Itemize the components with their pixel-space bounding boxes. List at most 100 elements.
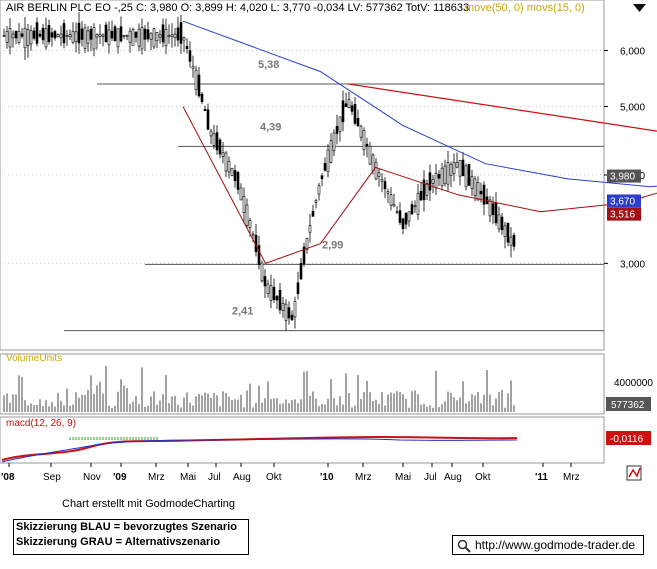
volume-last-value: 577362 bbox=[611, 400, 645, 411]
candle-body bbox=[113, 26, 117, 42]
candle-body bbox=[284, 303, 288, 321]
candle-body bbox=[323, 163, 327, 171]
candle-body bbox=[116, 28, 120, 48]
candle-body bbox=[236, 171, 240, 190]
level-label: 2,41 bbox=[232, 306, 253, 318]
candle-body bbox=[107, 29, 111, 46]
time-tick-label: '08 bbox=[1, 472, 15, 483]
candle-body bbox=[62, 23, 66, 44]
price-tick-label: 5,000 bbox=[620, 102, 645, 113]
candle-body bbox=[428, 172, 432, 191]
volume-bars bbox=[3, 366, 515, 412]
candle-body bbox=[290, 314, 294, 321]
ma15-last-value: 3,516 bbox=[610, 210, 635, 221]
candle-body bbox=[260, 262, 264, 282]
candle-body bbox=[371, 154, 375, 171]
candle-body bbox=[281, 303, 285, 312]
candle-body bbox=[239, 187, 243, 201]
candle-body bbox=[356, 117, 360, 127]
candle-body bbox=[53, 31, 57, 39]
candle-body bbox=[80, 28, 84, 40]
candle-body bbox=[185, 45, 189, 49]
time-tick-label: Okt bbox=[475, 472, 491, 483]
candle-body bbox=[182, 37, 186, 41]
candle-body bbox=[440, 167, 444, 187]
candle-body bbox=[482, 184, 486, 205]
candle-body bbox=[401, 218, 405, 229]
time-tick-label: Mai bbox=[395, 472, 411, 483]
source-url: http://www.godmode-trader.de bbox=[475, 538, 636, 552]
chart-header-name: AIR BERLIN PLC bbox=[6, 2, 92, 14]
macd-lines bbox=[1, 435, 518, 463]
price-tick-label: 3,000 bbox=[620, 259, 645, 270]
candle-body bbox=[368, 145, 372, 165]
candle-body bbox=[137, 28, 141, 47]
candle-body bbox=[365, 143, 369, 146]
candle-body bbox=[488, 199, 492, 217]
candle-body bbox=[380, 179, 384, 182]
candle-body bbox=[200, 93, 204, 103]
horizontal-levels: 5,38 4,39 2,99 2,41 bbox=[64, 59, 657, 332]
time-tick-label: Mai bbox=[180, 472, 196, 483]
candle-body bbox=[347, 99, 351, 109]
time-tick-label: '09 bbox=[113, 472, 127, 483]
candle-body bbox=[17, 30, 21, 43]
candle-body bbox=[29, 30, 33, 45]
candle-body bbox=[20, 33, 24, 37]
candle-body bbox=[149, 32, 153, 40]
candle-body bbox=[395, 211, 399, 213]
candle-body bbox=[74, 31, 78, 42]
candle-body bbox=[146, 29, 150, 40]
time-tick-label: Sep bbox=[43, 472, 61, 483]
candle-body bbox=[143, 28, 147, 40]
legend-blue: Skizzierung BLAU = bevorzugtes Szenario bbox=[16, 521, 237, 533]
candle-body bbox=[455, 162, 459, 168]
candle-body bbox=[251, 233, 255, 236]
candle-body bbox=[191, 65, 195, 69]
candle-body bbox=[203, 109, 207, 111]
volume-last-badge bbox=[606, 397, 651, 411]
candle-body bbox=[227, 160, 231, 173]
candle-body bbox=[248, 220, 252, 228]
candle-body bbox=[269, 285, 273, 301]
scroll-down-arrow-icon[interactable] bbox=[633, 4, 646, 12]
candle-body bbox=[5, 31, 9, 43]
candle-body bbox=[50, 32, 54, 38]
candle-body bbox=[8, 28, 12, 48]
magnifier-icon bbox=[457, 539, 471, 553]
candle-body bbox=[71, 30, 75, 43]
candle-body bbox=[59, 33, 63, 39]
level-label: 4,39 bbox=[260, 121, 281, 133]
candle-body bbox=[503, 225, 507, 238]
candle-body bbox=[92, 27, 96, 50]
candle-body bbox=[86, 30, 90, 44]
candle-body bbox=[161, 24, 165, 43]
candle-body bbox=[302, 246, 306, 264]
time-tick-label: Aug bbox=[233, 472, 251, 483]
candle-body bbox=[374, 161, 378, 180]
ma15-last-badge bbox=[607, 207, 641, 221]
source-link[interactable]: http://www.godmode-trader.de bbox=[452, 535, 644, 555]
ma50-last-badge bbox=[607, 194, 641, 208]
candle-body bbox=[65, 35, 69, 37]
candle-body bbox=[350, 105, 354, 112]
candle-body bbox=[176, 27, 180, 41]
candle-body bbox=[272, 286, 276, 300]
candle-body bbox=[56, 34, 60, 38]
candle-body bbox=[152, 28, 156, 48]
candle-body bbox=[44, 28, 48, 48]
candle-body bbox=[35, 22, 39, 44]
candle-body bbox=[326, 149, 330, 173]
candle-body bbox=[221, 152, 225, 157]
time-tick-label: Okt bbox=[266, 472, 282, 483]
candle-body bbox=[392, 203, 396, 207]
candle-body bbox=[332, 132, 336, 152]
candle-body bbox=[473, 178, 477, 196]
candle-body bbox=[110, 30, 114, 39]
candle-body bbox=[32, 30, 36, 39]
time-tick-label: Aug bbox=[444, 472, 462, 483]
time-tick-label: Nov bbox=[83, 472, 101, 483]
candle-body bbox=[329, 140, 333, 163]
candle-body bbox=[299, 263, 303, 280]
